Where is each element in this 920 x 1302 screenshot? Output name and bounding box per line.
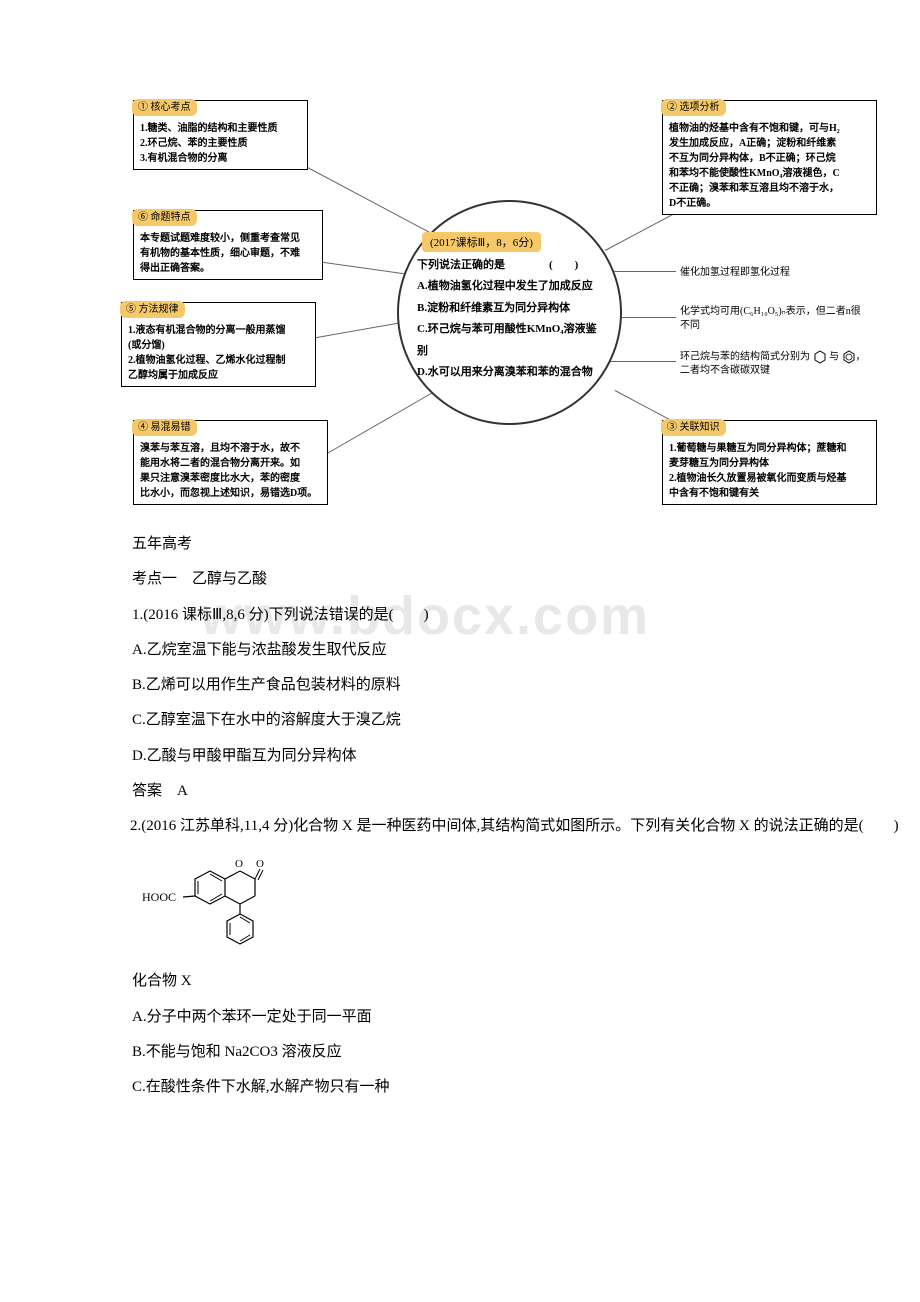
- section-heading: 五年高考: [132, 530, 912, 559]
- line: 和苯均不能使酸性KMnO₄溶液褪色，C: [669, 166, 870, 181]
- cyclohexane-icon: [813, 350, 827, 364]
- line: 2.植物油长久放置易被氧化而变质与烃基: [669, 471, 870, 486]
- box-core-points: ① 核心考点 1.糖类、油脂的结构和主要性质 2.环己烷、苯的主要性质 3.有机…: [133, 100, 308, 170]
- svg-text:O: O: [256, 858, 264, 870]
- option-a: A.分子中两个苯环一定处于同一平面: [132, 1003, 912, 1032]
- line: (或分馏): [128, 338, 309, 353]
- box-method-rules: ⑤ 方法规律 1.液态有机混合物的分离一般用蒸馏 (或分馏) 2.植物油氢化过程…: [121, 302, 316, 387]
- box-header: ④ 易混易错: [132, 419, 197, 436]
- option-b: B.乙烯可以用作生产食品包装材料的原料: [132, 671, 912, 700]
- box-question-features: ⑥ 命题特点 本专题试题难度较小，侧重考查常见 有机物的基本性质，细心审题，不难…: [133, 210, 323, 280]
- option-a: A.乙烷室温下能与浓盐酸发生取代反应: [132, 636, 912, 665]
- concept-diagram: ① 核心考点 1.糖类、油脂的结构和主要性质 2.环己烷、苯的主要性质 3.有机…: [125, 100, 915, 520]
- option-c: C.在酸性条件下水解,水解产物只有一种: [132, 1073, 912, 1102]
- box-body: 1.液态有机混合物的分离一般用蒸馏 (或分馏) 2.植物油氢化过程、乙烯水化过程…: [122, 320, 315, 386]
- box-header: ③ 关联知识: [661, 419, 726, 436]
- box-common-mistakes: ④ 易混易错 溴苯与苯互溶，且均不溶于水，故不 能用水将二者的混合物分离开来。如…: [133, 420, 328, 505]
- line: 中含有不饱和键有关: [669, 486, 870, 501]
- box-body: 1.葡萄糖与果糖互为同分异构体；蔗糖和 麦芽糖互为同分异构体 2.植物油长久放置…: [663, 438, 876, 504]
- molecule-structure: HOOC O O: [140, 849, 920, 959]
- option-c: C.环己烷与苯可用酸性KMnO₄溶液鉴别: [417, 319, 602, 362]
- connector: [601, 361, 676, 362]
- line: 乙醇均属于加成反应: [128, 368, 309, 383]
- box-body: 1.糖类、油脂的结构和主要性质 2.环己烷、苯的主要性质 3.有机混合物的分离: [134, 118, 307, 169]
- option-c: C.乙醇室温下在水中的溶解度大于溴乙烷: [132, 706, 912, 735]
- line: 1.糖类、油脂的结构和主要性质: [140, 121, 301, 136]
- line: 不同: [680, 319, 900, 333]
- question-intro: 下列说法正确的是 ( ): [417, 255, 602, 276]
- box-header: ⑥ 命题特点: [132, 209, 197, 226]
- box-header: ② 选项分析: [661, 99, 726, 116]
- line: 得出正确答案。: [140, 261, 316, 276]
- line: 果只注意溴苯密度比水大，苯的密度: [140, 471, 321, 486]
- line: 麦芽糖互为同分异构体: [669, 456, 870, 471]
- line: 发生加成反应，A正确；淀粉和纤维素: [669, 136, 870, 151]
- option-d: D.乙酸与甲酸甲酯互为同分异构体: [132, 742, 912, 771]
- box-body: 溴苯与苯互溶，且均不溶于水，故不 能用水将二者的混合物分离开来。如 果只注意溴苯…: [134, 438, 327, 504]
- line: 有机物的基本性质，细心审题，不难: [140, 246, 316, 261]
- option-d: D.水可以用来分离溴苯和苯的混合物: [417, 362, 602, 383]
- benzene-icon: [842, 350, 856, 364]
- annotation-3: 环己烷与苯的结构简式分别为 与 ， 二者均不含碳碳双键: [680, 350, 900, 378]
- annotation-2: 化学式均可用(C₆H₁₀O₅)ₙ表示，但二者n很 不同: [680, 305, 900, 333]
- line: 2.植物油氢化过程、乙烯水化过程制: [128, 353, 309, 368]
- line: 不正确；溴苯和苯互溶且均不溶于水，: [669, 181, 870, 196]
- line: 溴苯与苯互溶，且均不溶于水，故不: [140, 441, 321, 456]
- annotation-1: 催化加氢过程即氢化过程: [680, 266, 790, 280]
- topic-heading: 考点一 乙醇与乙酸: [132, 565, 912, 594]
- molecule-svg: HOOC O O: [140, 849, 290, 954]
- box-header: ① 核心考点: [132, 99, 197, 116]
- answer: 答案 A: [132, 777, 912, 806]
- line: 本专题试题难度较小，侧重考查常见: [140, 231, 316, 246]
- line: 二者均不含碳碳双键: [680, 364, 900, 378]
- line: 能用水将二者的混合物分离开来。如: [140, 456, 321, 471]
- molecule-caption: 化合物 X: [132, 967, 912, 996]
- option-b: B.淀粉和纤维素互为同分异构体: [417, 298, 602, 319]
- box-body: 本专题试题难度较小，侧重考查常见 有机物的基本性质，细心审题，不难 得出正确答案…: [134, 228, 322, 279]
- option-a: A.植物油氢化过程中发生了加成反应: [417, 276, 602, 297]
- option-b: B.不能与饱和 Na2CO3 溶液反应: [132, 1038, 912, 1067]
- connector: [315, 385, 445, 461]
- box-option-analysis: ② 选项分析 植物油的烃基中含有不饱和键，可与H₂ 发生加成反应，A正确；淀粉和…: [662, 100, 877, 215]
- question-2: 2.(2016 江苏单科,11,4 分)化合物 X 是一种医药中间体,其结构简式…: [100, 812, 910, 841]
- question-source: (2017课标Ⅲ，8，6分): [422, 232, 541, 252]
- box-related-knowledge: ③ 关联知识 1.葡萄糖与果糖互为同分异构体；蔗糖和 麦芽糖互为同分异构体 2.…: [662, 420, 877, 505]
- line: 比水小，而忽视上述知识，易错选D项。: [140, 486, 321, 501]
- box-header: ⑤ 方法规律: [120, 301, 185, 318]
- line: 1.葡萄糖与果糖互为同分异构体；蔗糖和: [669, 441, 870, 456]
- line: D不正确。: [669, 196, 870, 211]
- line: 植物油的烃基中含有不饱和键，可与H₂: [669, 121, 870, 136]
- connector: [310, 260, 414, 276]
- line: 不互为同分异构体，B不正确；环己烷: [669, 151, 870, 166]
- question-1: 1.(2016 课标Ⅲ,8,6 分)下列说法错误的是( ): [132, 601, 912, 630]
- question-body: 下列说法正确的是 ( ) A.植物油氢化过程中发生了加成反应 B.淀粉和纤维素互…: [417, 255, 602, 384]
- line: 环己烷与苯的结构简式分别为: [680, 351, 810, 362]
- line: 化学式均可用(C₆H₁₀O₅)ₙ表示，但二者n很: [680, 305, 900, 319]
- svg-text:O: O: [235, 858, 243, 870]
- content-body: 五年高考 考点一 乙醇与乙酸 1.(2016 课标Ⅲ,8,6 分)下列说法错误的…: [132, 530, 912, 841]
- line: 1.液态有机混合物的分离一般用蒸馏: [128, 323, 309, 338]
- box-body: 植物油的烃基中含有不饱和键，可与H₂ 发生加成反应，A正确；淀粉和纤维素 不互为…: [663, 118, 876, 214]
- line: 3.有机混合物的分离: [140, 151, 301, 166]
- content-body-2: 化合物 X A.分子中两个苯环一定处于同一平面 B.不能与饱和 Na2CO3 溶…: [132, 967, 912, 1102]
- line: 2.环己烷、苯的主要性质: [140, 136, 301, 151]
- hooc-label: HOOC: [142, 890, 176, 904]
